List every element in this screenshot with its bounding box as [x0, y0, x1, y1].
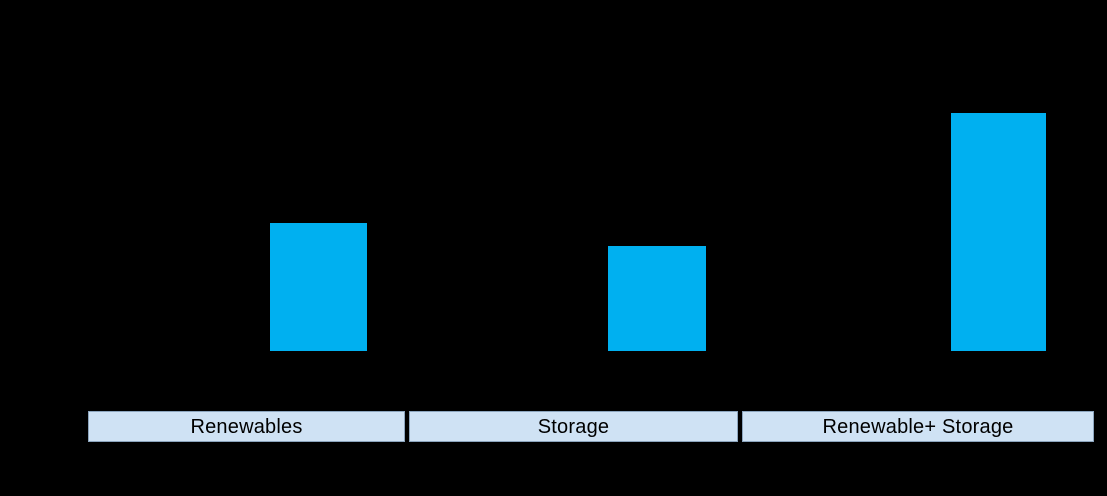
category-box-renewable-plus-storage: Renewable+ Storage — [742, 411, 1094, 442]
category-box-storage: Storage — [409, 411, 738, 442]
category-label-renewable-plus-storage: Renewable+ Storage — [822, 415, 1014, 438]
category-box-renewables: Renewables — [88, 411, 405, 442]
bar-renewables — [270, 223, 367, 351]
bar-renewable-plus-storage — [951, 113, 1046, 351]
bar-storage — [608, 246, 706, 351]
category-label-storage: Storage — [537, 415, 610, 438]
category-label-renewables: Renewables — [190, 415, 303, 438]
